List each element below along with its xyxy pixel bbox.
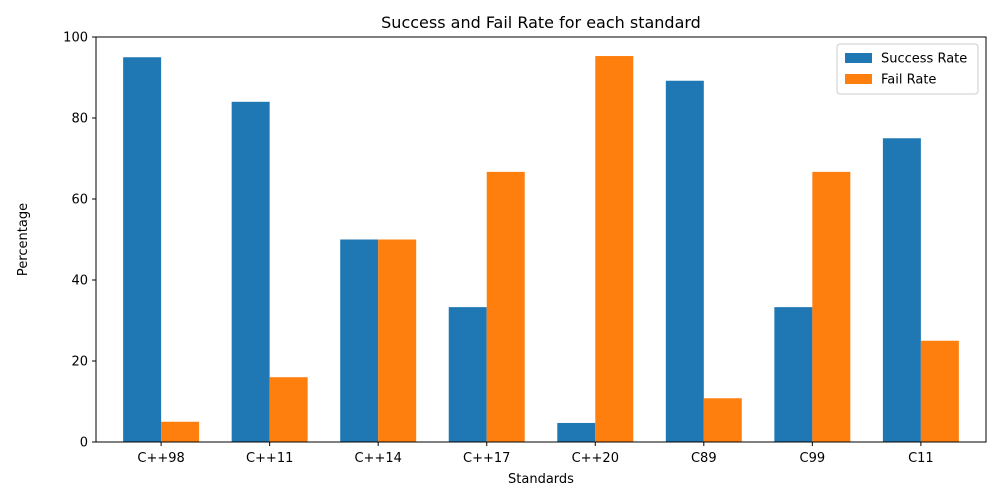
chart-title: Success and Fail Rate for each standard bbox=[381, 13, 701, 32]
bar-fail-7 bbox=[920, 340, 959, 442]
x-tick-label: C++17 bbox=[463, 451, 510, 466]
bar-fail-4 bbox=[595, 56, 634, 442]
y-tick-label: 40 bbox=[71, 274, 88, 289]
bar-success-4 bbox=[557, 422, 596, 442]
x-tick-label: C++98 bbox=[137, 451, 184, 466]
legend-swatch-success bbox=[845, 53, 872, 63]
bar-success-2 bbox=[340, 239, 379, 442]
x-tick-label: C++11 bbox=[246, 451, 293, 466]
x-tick-label: C89 bbox=[691, 451, 717, 466]
x-tick-label: C++20 bbox=[572, 451, 619, 466]
y-tick-label: 80 bbox=[71, 112, 88, 127]
plot-frame bbox=[95, 36, 987, 443]
bar-fail-0 bbox=[161, 421, 200, 442]
bar-success-7 bbox=[882, 138, 921, 442]
legend: Success Rate Fail Rate bbox=[836, 43, 979, 95]
bar-fail-3 bbox=[486, 171, 525, 443]
bar-success-6 bbox=[774, 307, 813, 442]
legend-label-success: Success Rate bbox=[881, 52, 967, 67]
bar-success-0 bbox=[123, 57, 162, 442]
y-tick-label: 0 bbox=[80, 436, 88, 451]
legend-box bbox=[836, 43, 979, 95]
bar-fail-2 bbox=[378, 239, 417, 442]
bar-fail-6 bbox=[812, 171, 851, 443]
legend-label-fail: Fail Rate bbox=[881, 73, 936, 88]
bar-success-3 bbox=[448, 307, 487, 442]
legend-swatch-fail bbox=[845, 74, 872, 84]
x-tick-label: C99 bbox=[800, 451, 826, 466]
bar-success-1 bbox=[231, 101, 270, 443]
bar-fail-5 bbox=[703, 398, 742, 442]
y-tick-label: 100 bbox=[63, 31, 88, 46]
y-tick-label: 20 bbox=[71, 355, 88, 370]
y-axis-label: Percentage bbox=[16, 203, 31, 276]
x-tick-label: C11 bbox=[908, 451, 934, 466]
bar-success-5 bbox=[665, 80, 704, 443]
bar-fail-1 bbox=[269, 377, 308, 442]
y-tick-label: 60 bbox=[71, 193, 88, 208]
bars-group bbox=[123, 56, 959, 443]
x-tick-label: C++14 bbox=[354, 451, 401, 466]
x-axis: C++98 C++11 C++14 C++17 C++20 C89 C99 C11 bbox=[137, 442, 934, 466]
x-axis-label: Standards bbox=[508, 472, 574, 487]
y-axis: 0 20 40 60 80 100 bbox=[63, 31, 96, 451]
